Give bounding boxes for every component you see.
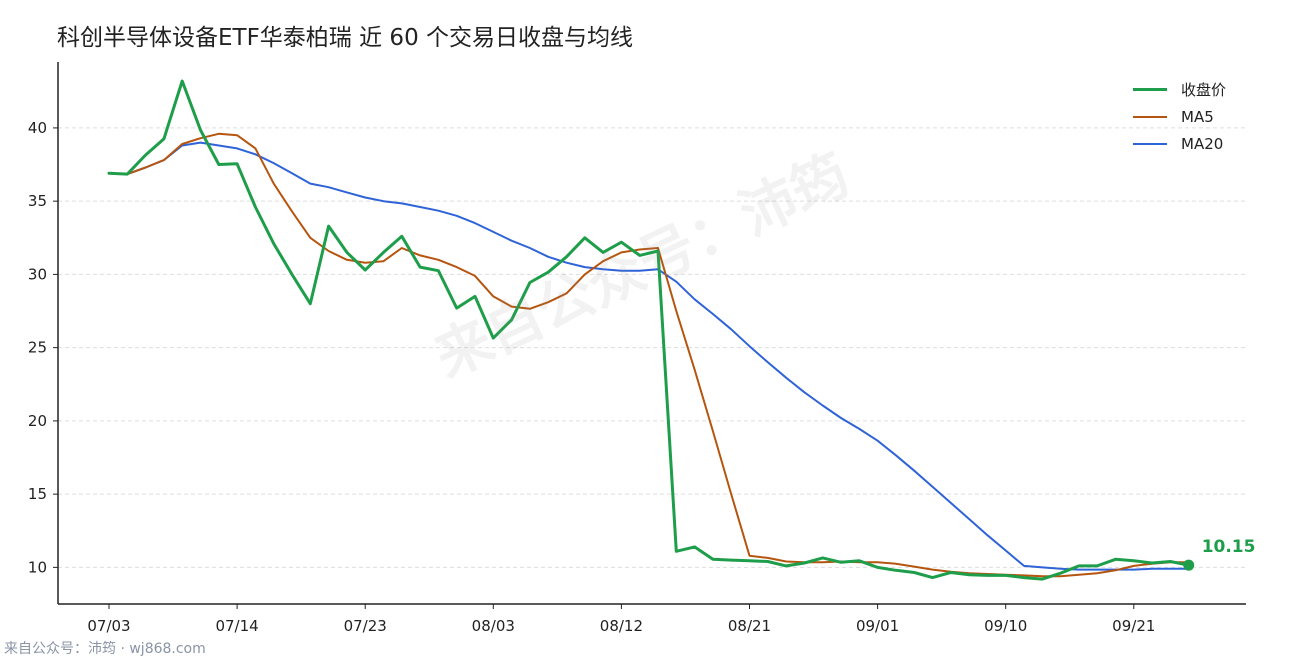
y-tick-label: 15 [28, 485, 47, 503]
legend-item-close: 收盘价 [1133, 76, 1226, 103]
legend-label-ma20: MA20 [1181, 134, 1224, 153]
legend-swatch-ma20 [1133, 142, 1167, 145]
x-tick-label: 09/01 [856, 617, 899, 635]
y-tick-label: 20 [28, 412, 47, 430]
legend-swatch-close [1133, 88, 1167, 91]
axis-labels: 10 15 20 25 30 35 40 07/03 07/14 07/23 08/03 08/12 0… [28, 119, 1256, 635]
y-tick-label: 30 [28, 265, 47, 283]
legend-item-ma5: MA5 [1133, 103, 1226, 130]
y-tick-label: 35 [28, 192, 47, 210]
x-tick-label: 08/21 [728, 617, 771, 635]
x-tick-label: 07/03 [87, 617, 130, 635]
series-line-ma5 [108, 132, 1190, 578]
source-footer: 来自公众号：沛筠 · wj868.com [4, 641, 206, 657]
x-tick-label: 07/14 [215, 617, 258, 635]
x-tick-label: 09/21 [1112, 617, 1155, 635]
x-tick-label: 07/23 [344, 617, 387, 635]
legend-label-close: 收盘价 [1181, 81, 1227, 99]
y-tick-label: 40 [28, 119, 47, 137]
legend-swatch-ma5 [1133, 115, 1167, 118]
chart-title: 科创半导体设备ETF华泰柏瑞 近 60 个交易日收盘与均线 [57, 25, 634, 51]
axes [53, 62, 1246, 609]
series-line-ma20 [108, 141, 1190, 571]
close-end-label: 10.15 [1202, 537, 1256, 557]
x-tick-label: 08/12 [600, 617, 643, 635]
series-lines [107, 79, 1195, 581]
legend-item-ma20: MA20 [1133, 130, 1226, 157]
x-tick-label: 09/10 [984, 617, 1027, 635]
y-tick-label: 25 [28, 339, 47, 357]
grid-lines [58, 127, 1246, 568]
series-line-close [107, 79, 1191, 581]
x-tick-label: 08/03 [472, 617, 515, 635]
legend-label-ma5: MA5 [1181, 107, 1214, 126]
y-tick-label: 10 [28, 558, 47, 576]
close-end-marker [1183, 559, 1195, 571]
chart-legend: 收盘价 MA5 MA20 [1133, 76, 1226, 157]
